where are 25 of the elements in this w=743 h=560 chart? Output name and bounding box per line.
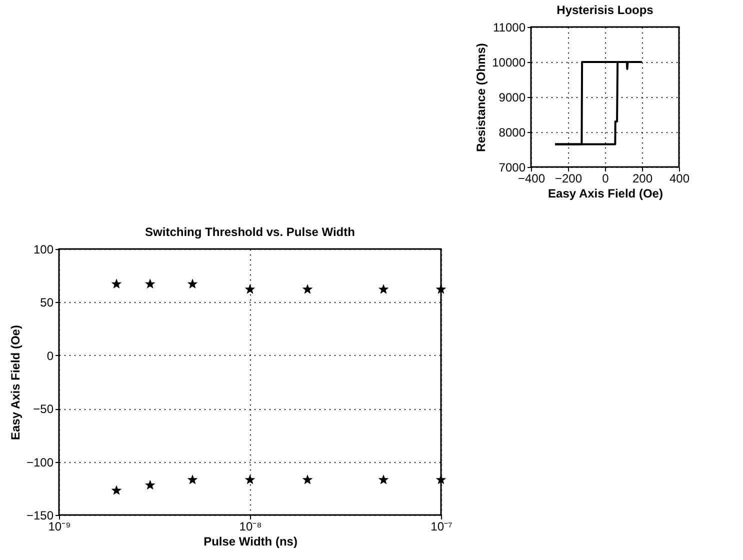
y-tick-label: −100: [26, 455, 54, 470]
x-tick-label: 10⁻⁷: [430, 520, 452, 534]
y-tick-label: 50: [40, 296, 54, 310]
y-tick-label: 100: [33, 242, 54, 256]
y-tick-label: 11000: [493, 20, 526, 34]
y-tick-label: −50: [33, 402, 54, 416]
x-tick-label: 10⁻⁹: [48, 520, 71, 534]
y-tick-label: 7000: [498, 160, 526, 174]
x-tick-label: 200: [632, 172, 653, 186]
y-axis-title: Resistance (Ohms): [474, 43, 488, 152]
y-tick-label: 9000: [498, 90, 526, 104]
x-tick-label: 10⁻⁸: [239, 520, 262, 534]
y-axis-title: Easy Axis Field (Oe): [8, 325, 22, 440]
x-axis-title: Easy Axis Field (Oe): [548, 186, 663, 200]
y-tick-label: 8000: [498, 126, 526, 140]
y-tick-label: 10000: [492, 56, 526, 70]
chart-title: Switching Threshold vs. Pulse Width: [145, 225, 355, 239]
x-tick-label: −400: [518, 172, 546, 186]
x-tick-label: 0: [602, 172, 610, 186]
x-tick-label: −200: [554, 172, 582, 186]
chart-title: Hysterisis Loops: [556, 3, 654, 17]
y-tick-label: 0: [46, 348, 54, 363]
y-tick-label: −150: [26, 508, 54, 522]
x-tick-label: 400: [669, 172, 690, 186]
x-axis-title: Pulse Width (ns): [204, 534, 298, 548]
